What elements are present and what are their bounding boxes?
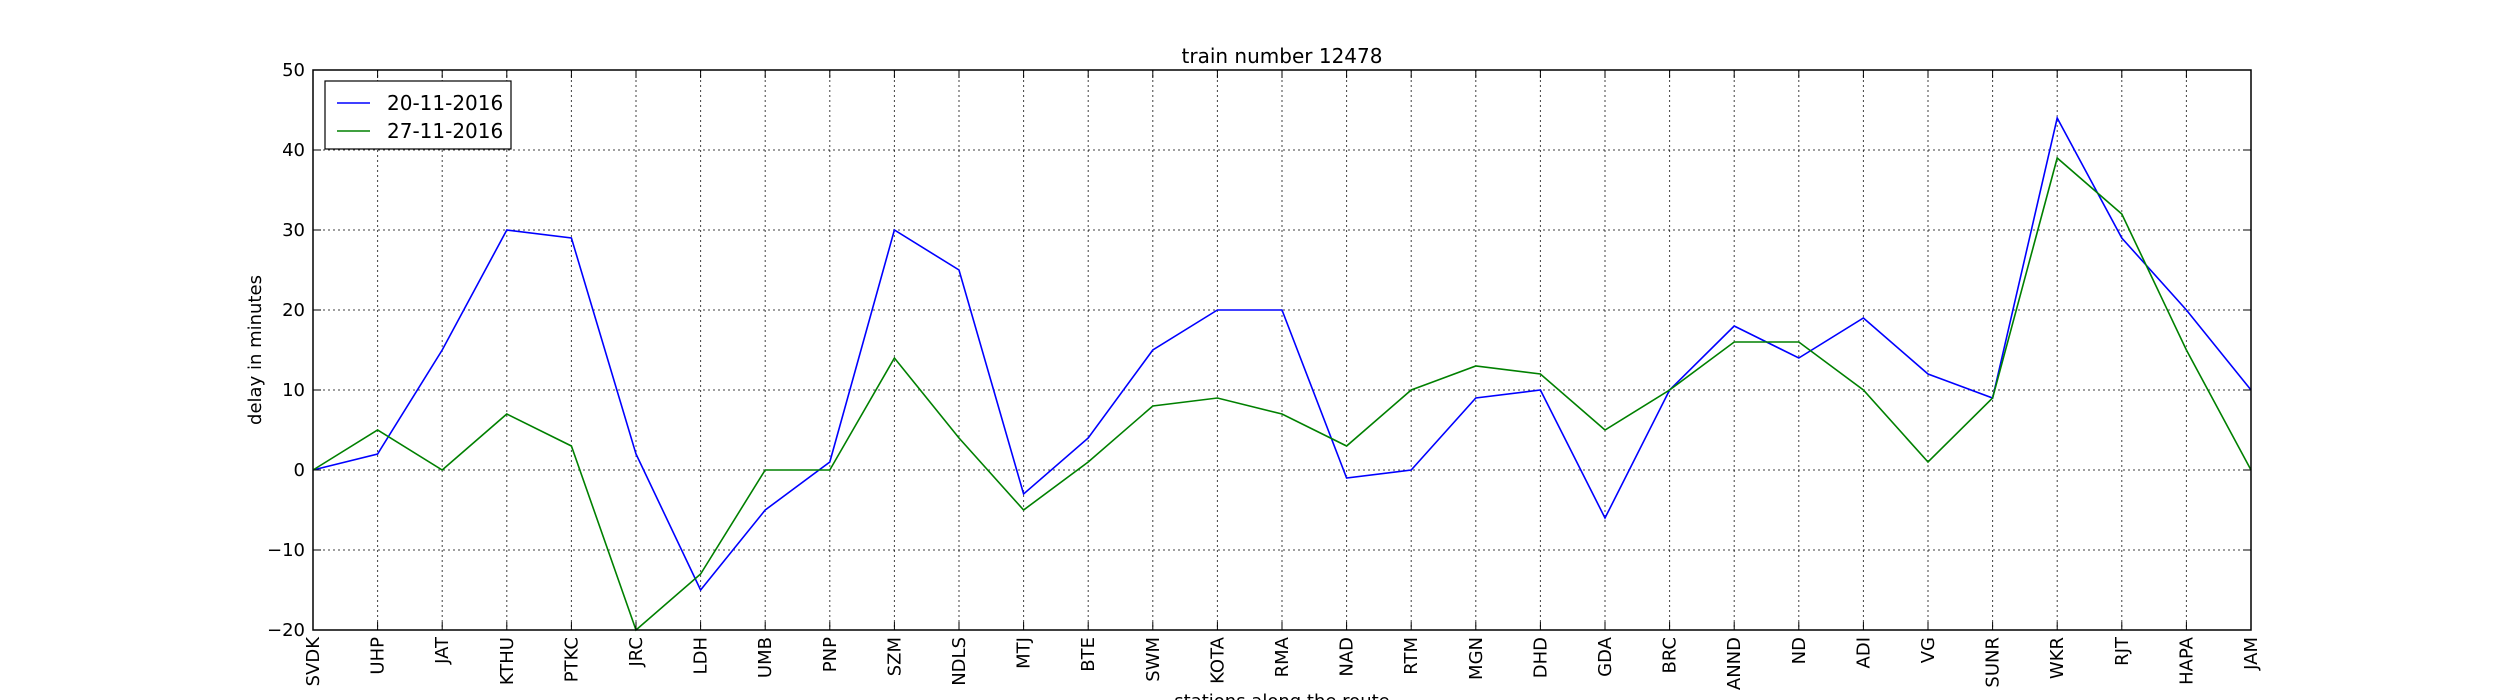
x-tick-label: JRC (626, 637, 647, 668)
x-tick-label: ND (1789, 637, 1810, 664)
x-tick-label: MGN (1466, 637, 1487, 680)
y-tick-label: −20 (267, 620, 305, 641)
x-tick-label: RMA (1272, 636, 1293, 677)
x-tick-label: ADI (1853, 637, 1874, 668)
x-tick-label: VG (1918, 637, 1939, 663)
legend-label-2: 27-11-2016 (387, 119, 503, 143)
y-axis-label: delay in minutes (245, 275, 266, 425)
x-tick-label: SWM (1143, 637, 1164, 682)
x-tick-label: BRC (1660, 637, 1681, 674)
x-tick-label: ANND (1724, 637, 1745, 690)
y-tick-label: 20 (282, 300, 305, 321)
legend: 20-11-2016 27-11-2016 (324, 80, 512, 150)
x-tick-label: KOTA (1207, 636, 1228, 684)
x-tick-label: PTKC (561, 637, 582, 682)
x-tick-label: SUNR (1983, 637, 2004, 688)
x-tick-label: SZM (884, 637, 905, 676)
x-tick-label: RJT (2112, 636, 2133, 666)
x-tick-label: JAT (432, 636, 453, 665)
x-tick-label: KTHU (497, 637, 518, 685)
legend-label-1: 20-11-2016 (387, 91, 503, 115)
x-tick-label: UMB (755, 637, 776, 678)
y-tick-label: 0 (294, 460, 305, 481)
chart-title: train number 12478 (1182, 44, 1383, 68)
series-line-1 (312, 115, 2252, 592)
x-tick-label: HAPA (2176, 636, 2197, 685)
legend-box (324, 80, 512, 150)
x-tick-label: JAM (2241, 637, 2262, 671)
x-tick-label: NDLS (949, 637, 970, 686)
y-tick-label: 40 (282, 140, 305, 161)
x-tick-label: GDA (1595, 636, 1616, 676)
x-tick-label: LDH (691, 637, 712, 674)
x-tick-label: NAD (1337, 637, 1358, 677)
x-tick-label: DHD (1530, 637, 1551, 678)
y-tick-label: 10 (282, 380, 305, 401)
y-tick-label: 50 (282, 60, 305, 81)
x-axis-label: stations along the route (1174, 691, 1389, 700)
y-tick-label: 30 (282, 220, 305, 241)
x-tick-label: PNP (820, 637, 841, 672)
x-tick-label: WKR (2047, 637, 2068, 679)
y-tick-label: −10 (267, 540, 305, 561)
x-tick-label: MTJ (1014, 637, 1035, 669)
x-tick-label: SVDK (303, 636, 324, 687)
axis-ticks: SVDK UHP JAT KTHU PTKC JRC LDH UMB PNP SZM NDLS MTJ… (267, 60, 2262, 690)
x-tick-label: RTM (1401, 637, 1422, 675)
x-tick-label: BTE (1078, 637, 1099, 672)
x-tick-label: UHP (368, 637, 389, 675)
